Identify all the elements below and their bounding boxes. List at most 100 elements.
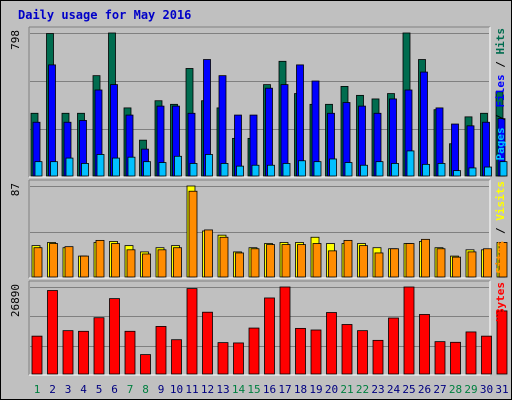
legend-part-3: / [494, 55, 507, 75]
bar-sites-day-6 [111, 243, 120, 278]
bar-sites-day-11 [188, 190, 198, 278]
bar-pages-day-15 [251, 164, 260, 177]
bar-kbytes-day-27 [434, 341, 446, 375]
bar-pages-day-10 [174, 155, 182, 177]
bar-sites-day-7 [126, 249, 136, 278]
x-tick-label-day-16: 16 [263, 383, 276, 396]
y-axis-legend-kbytes: KBytes [494, 282, 507, 322]
bar-sites-day-24 [390, 248, 399, 278]
bar-kbytes-day-13 [217, 342, 229, 375]
bar-sites-day-25 [405, 243, 415, 278]
bar-kbytes-day-8 [140, 354, 151, 375]
x-tick-label-day-23: 23 [371, 383, 384, 396]
bar-pages-day-17 [282, 163, 291, 177]
bar-sites-day-2 [49, 243, 58, 278]
bar-sites-day-8 [142, 253, 151, 278]
bar-pages-day-1 [34, 161, 43, 177]
bar-pages-day-30 [484, 166, 492, 177]
x-tick-label-day-8: 8 [142, 383, 149, 396]
x-tick-label-day-25: 25 [402, 383, 415, 396]
bar-sites-day-26 [421, 238, 430, 278]
bar-sites-day-3 [64, 246, 74, 278]
bar-kbytes-day-4 [78, 330, 89, 375]
bar-pages-day-20 [329, 158, 337, 177]
bar-sites-day-4 [80, 255, 89, 278]
bar-pages-day-25 [406, 150, 415, 177]
legend-part-0: Sites [494, 241, 507, 274]
bar-pages-day-16 [267, 164, 275, 177]
bar-kbytes-day-12 [202, 311, 213, 375]
bar-sites-day-15 [250, 248, 260, 278]
bar-kbytes-day-28 [450, 341, 461, 375]
bar-files-day-18 [296, 64, 304, 177]
bar-sites-day-14 [235, 252, 244, 278]
y-axis-legend-hits_files_pages: Pages / Files / Hits [494, 28, 507, 161]
x-tick-label-day-27: 27 [433, 383, 446, 396]
x-tick-label-day-4: 4 [80, 383, 87, 396]
bar-kbytes-day-15 [248, 327, 260, 375]
bar-sites-day-31 [498, 242, 508, 278]
bar-kbytes-day-25 [403, 286, 415, 375]
bar-sites-day-12 [204, 229, 213, 278]
x-tick-label-day-30: 30 [480, 383, 493, 396]
bar-pages-day-12 [205, 154, 213, 177]
x-tick-label-day-19: 19 [309, 383, 322, 396]
x-tick-label-day-21: 21 [340, 383, 353, 396]
bar-pages-day-5 [96, 154, 105, 177]
x-tick-label-day-3: 3 [65, 383, 72, 396]
bar-sites-day-21 [343, 239, 353, 278]
bar-sites-day-19 [312, 243, 322, 278]
bar-sites-day-10 [173, 247, 182, 278]
bar-pages-day-27 [437, 163, 446, 177]
bar-kbytes-day-29 [465, 331, 477, 375]
x-tick-label-day-17: 17 [278, 383, 291, 396]
x-tick-label-day-29: 29 [464, 383, 477, 396]
bar-kbytes-day-23 [372, 339, 384, 375]
bar-kbytes-day-17 [279, 286, 291, 375]
bar-kbytes-day-16 [264, 297, 275, 375]
x-tick-label-day-20: 20 [325, 383, 338, 396]
bar-kbytes-day-6 [109, 298, 120, 375]
bar-kbytes-day-20 [326, 312, 337, 375]
bar-pages-day-13 [220, 163, 229, 177]
x-tick-label-day-14: 14 [232, 383, 246, 396]
bar-sites-day-1 [33, 247, 43, 278]
x-tick-label-day-18: 18 [294, 383, 307, 396]
bar-sites-day-9 [157, 249, 167, 278]
bar-files-day-17 [280, 84, 289, 177]
bar-pages-day-22 [360, 164, 368, 177]
bar-pages-day-8 [143, 161, 151, 177]
bar-kbytes-day-21 [341, 324, 353, 375]
bar-kbytes-day-31 [496, 310, 508, 375]
y-max-label-hits_files_pages: 798 [9, 30, 22, 50]
bar-kbytes-day-10 [171, 339, 182, 375]
bar-kbytes-day-2 [47, 290, 58, 375]
bar-sites-day-18 [297, 244, 306, 278]
x-tick-label-day-5: 5 [96, 383, 103, 396]
x-tick-label-day-1: 1 [34, 383, 41, 396]
bar-sites-day-5 [95, 239, 105, 278]
y-max-label-visits_sites: 87 [9, 183, 22, 196]
bar-kbytes-day-5 [93, 317, 105, 375]
bar-kbytes-day-14 [233, 342, 244, 375]
bar-pages-day-31 [499, 161, 508, 177]
bar-sites-day-22 [359, 245, 368, 278]
bar-files-day-16 [265, 87, 273, 177]
legend-part-1: / [494, 221, 507, 241]
bar-sites-day-28 [452, 256, 461, 278]
bar-kbytes-day-26 [419, 314, 430, 375]
legend-part-4: Hits [494, 28, 507, 55]
legend-part-1: / [494, 108, 507, 128]
bar-kbytes-day-1 [31, 335, 43, 375]
bar-sites-day-27 [436, 248, 446, 278]
bar-pages-day-14 [236, 165, 244, 177]
x-tick-label-day-24: 24 [387, 383, 401, 396]
y-axis-legend-visits_sites: Sites / Visits [494, 181, 507, 274]
bar-kbytes-day-24 [388, 317, 399, 375]
bar-pages-day-2 [50, 161, 58, 177]
legend-part-2: Visits [494, 181, 507, 221]
bar-pages-day-21 [344, 162, 353, 177]
bar-kbytes-day-22 [357, 330, 368, 375]
bar-pages-day-18 [298, 160, 306, 177]
bar-kbytes-day-3 [62, 330, 74, 375]
